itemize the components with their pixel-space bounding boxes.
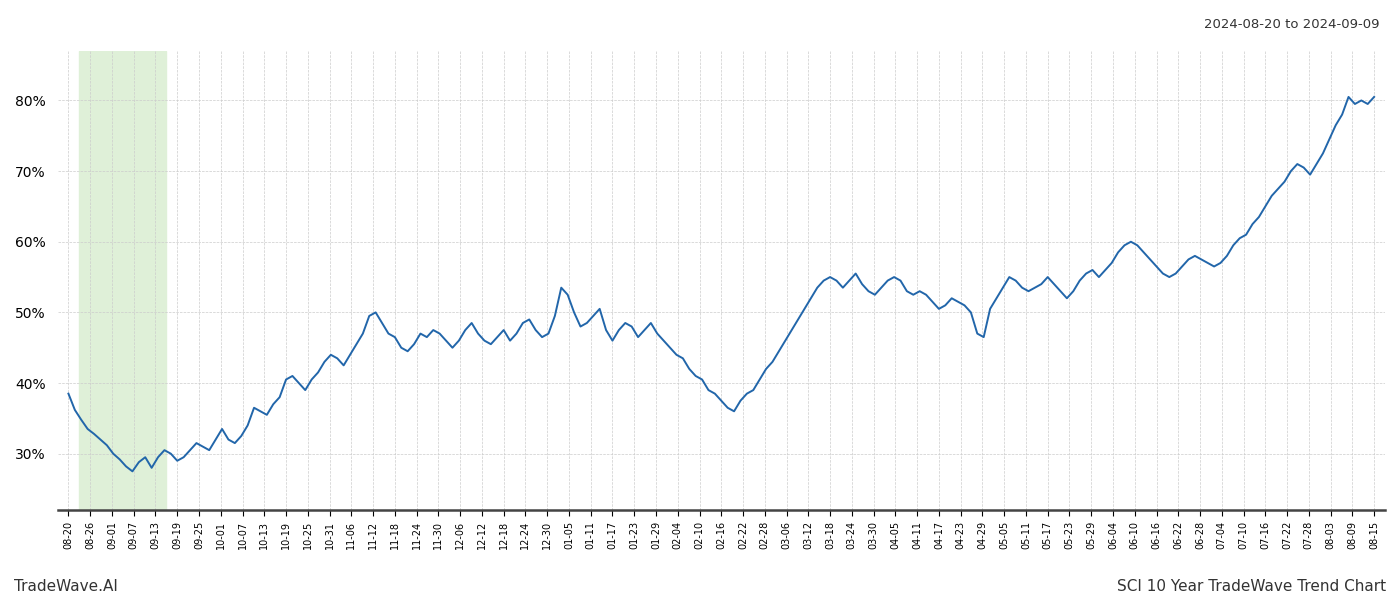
Bar [80, 51, 167, 510]
Text: SCI 10 Year TradeWave Trend Chart: SCI 10 Year TradeWave Trend Chart [1117, 579, 1386, 594]
Text: 2024-08-20 to 2024-09-09: 2024-08-20 to 2024-09-09 [1204, 18, 1379, 31]
Text: TradeWave.AI: TradeWave.AI [14, 579, 118, 594]
